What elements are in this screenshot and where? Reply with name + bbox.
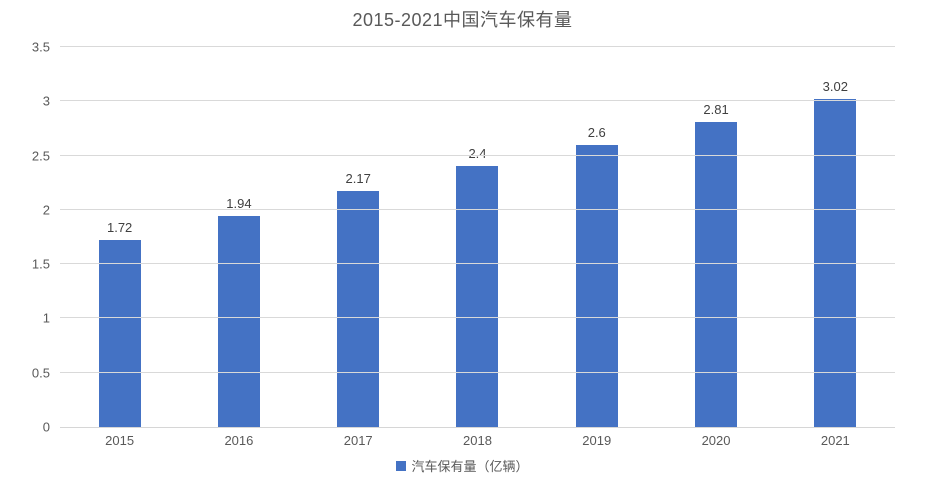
- gridline: [60, 317, 895, 319]
- bar-data-label: 2.4: [468, 146, 487, 162]
- bar-data-label: 1.72: [106, 220, 133, 236]
- bar-slot: 2.81: [656, 47, 775, 427]
- bar-2017: [337, 191, 380, 427]
- legend-label: 汽车保有量（亿辆）: [411, 459, 529, 474]
- y-tick-label: 0.5: [31, 365, 50, 381]
- y-tick-label: 2: [42, 202, 50, 218]
- x-axis: 2015 2016 2017 2018 2019 2020 2021: [60, 433, 895, 448]
- y-tick-label: 3.5: [31, 39, 50, 55]
- bar-data-label: 2.17: [345, 171, 371, 187]
- bar-data-label: 2.6: [587, 124, 606, 140]
- gridline: [60, 263, 895, 265]
- bar-2016: [217, 216, 260, 427]
- y-tick-label: 3: [42, 93, 50, 109]
- legend: 汽车保有量（亿辆）: [0, 456, 925, 475]
- gridline: [60, 208, 895, 210]
- gridline: [60, 371, 895, 373]
- x-tick-label: 2018: [463, 433, 492, 448]
- bar-2015: [98, 240, 141, 427]
- y-tick-label: 1: [42, 310, 50, 326]
- y-tick-label: 2.5: [31, 148, 50, 164]
- x-tick-label: 2015: [105, 433, 135, 448]
- x-tick-label: 2017: [343, 433, 373, 448]
- bar-data-label: 3.02: [822, 79, 848, 95]
- bar-slot: 1.94: [179, 47, 298, 427]
- bar-slot: 1.72: [60, 47, 179, 427]
- gridline: [60, 154, 895, 156]
- gridline: [60, 100, 895, 102]
- bar-2018: [456, 166, 499, 427]
- y-tick-label: 0: [42, 419, 50, 435]
- chart-title: 2015-2021中国汽车保有量: [352, 10, 573, 30]
- y-axis: 0 0.5 1 1.5 2 2.5 3 3.5: [0, 40, 50, 435]
- bar-slot: 2.4: [418, 47, 537, 427]
- x-tick-label: 2019: [582, 433, 612, 448]
- bar-data-label: 1.94: [226, 196, 252, 212]
- plot-area: 1.72 1.94 2.17 2.4 2.6 2.81 3.02: [60, 46, 895, 428]
- bar-2019: [575, 144, 618, 427]
- bar-slot: 2.17: [299, 47, 418, 427]
- bar-2020: [695, 121, 738, 427]
- legend-swatch-icon: [396, 460, 407, 471]
- y-tick-label: 1.5: [31, 256, 50, 272]
- bar-slot: 3.02: [776, 47, 895, 427]
- x-tick-label: 2016: [224, 433, 254, 448]
- gridline: [60, 46, 895, 47]
- bar-data-label: 2.81: [703, 101, 729, 117]
- bar-slot: 2.6: [537, 47, 656, 427]
- x-tick-label: 2020: [701, 433, 731, 448]
- bars-layer: 1.72 1.94 2.17 2.4 2.6 2.81 3.02: [60, 47, 895, 427]
- x-tick-label: 2021: [820, 433, 850, 448]
